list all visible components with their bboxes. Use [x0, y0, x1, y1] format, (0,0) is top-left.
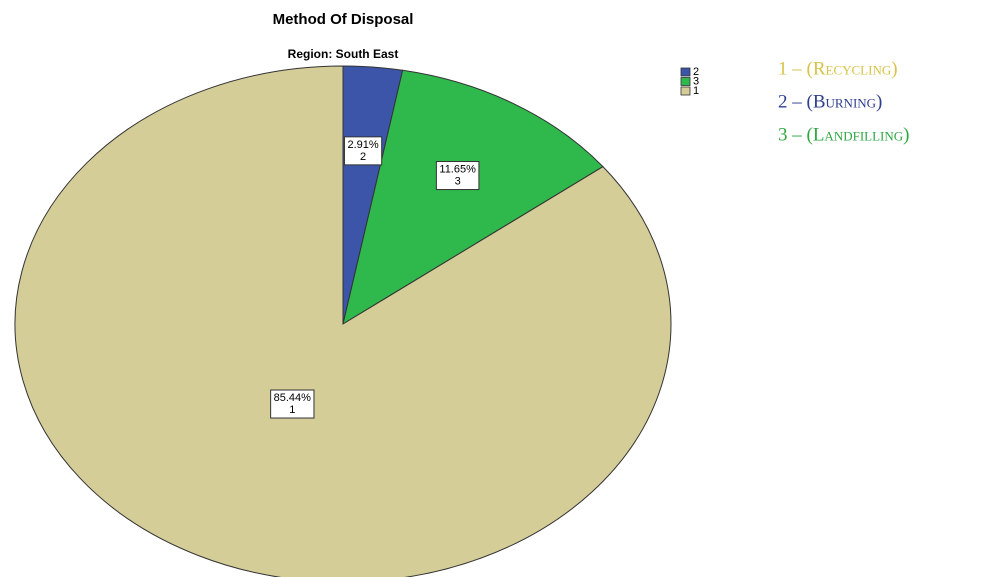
data-label-box — [270, 389, 315, 419]
data-label-category: 1 — [289, 404, 295, 416]
chart-title: Method Of Disposal — [273, 11, 414, 28]
pie-slice — [342, 69, 604, 326]
annotation: 3 – (Landfilling) — [778, 124, 909, 145]
data-label-value: 85.44% — [274, 392, 312, 404]
legend-label: 1 — [693, 85, 699, 97]
data-label: 11.65%3 — [435, 161, 480, 191]
legend-swatch — [680, 77, 691, 86]
legend-swatch — [680, 86, 691, 96]
legend-label: 2 — [693, 66, 699, 78]
data-label: 2.91%2 — [343, 136, 383, 166]
pie-slice — [14, 65, 672, 577]
chart-subtitle: Region: South East — [288, 47, 399, 61]
data-label-box — [343, 136, 383, 166]
annotation: 1 – (Recycling) — [778, 58, 898, 79]
data-label-value: 2.91% — [347, 139, 378, 151]
data-label-category: 3 — [455, 175, 461, 187]
data-label-box — [435, 161, 480, 191]
data-label-category: 2 — [360, 151, 366, 163]
annotation: 2 – (Burning) — [778, 91, 882, 112]
legend-swatch — [680, 67, 691, 77]
legend-label: 3 — [693, 75, 699, 87]
data-label-value: 11.65% — [439, 163, 476, 175]
data-label: 85.44%1 — [270, 389, 315, 419]
